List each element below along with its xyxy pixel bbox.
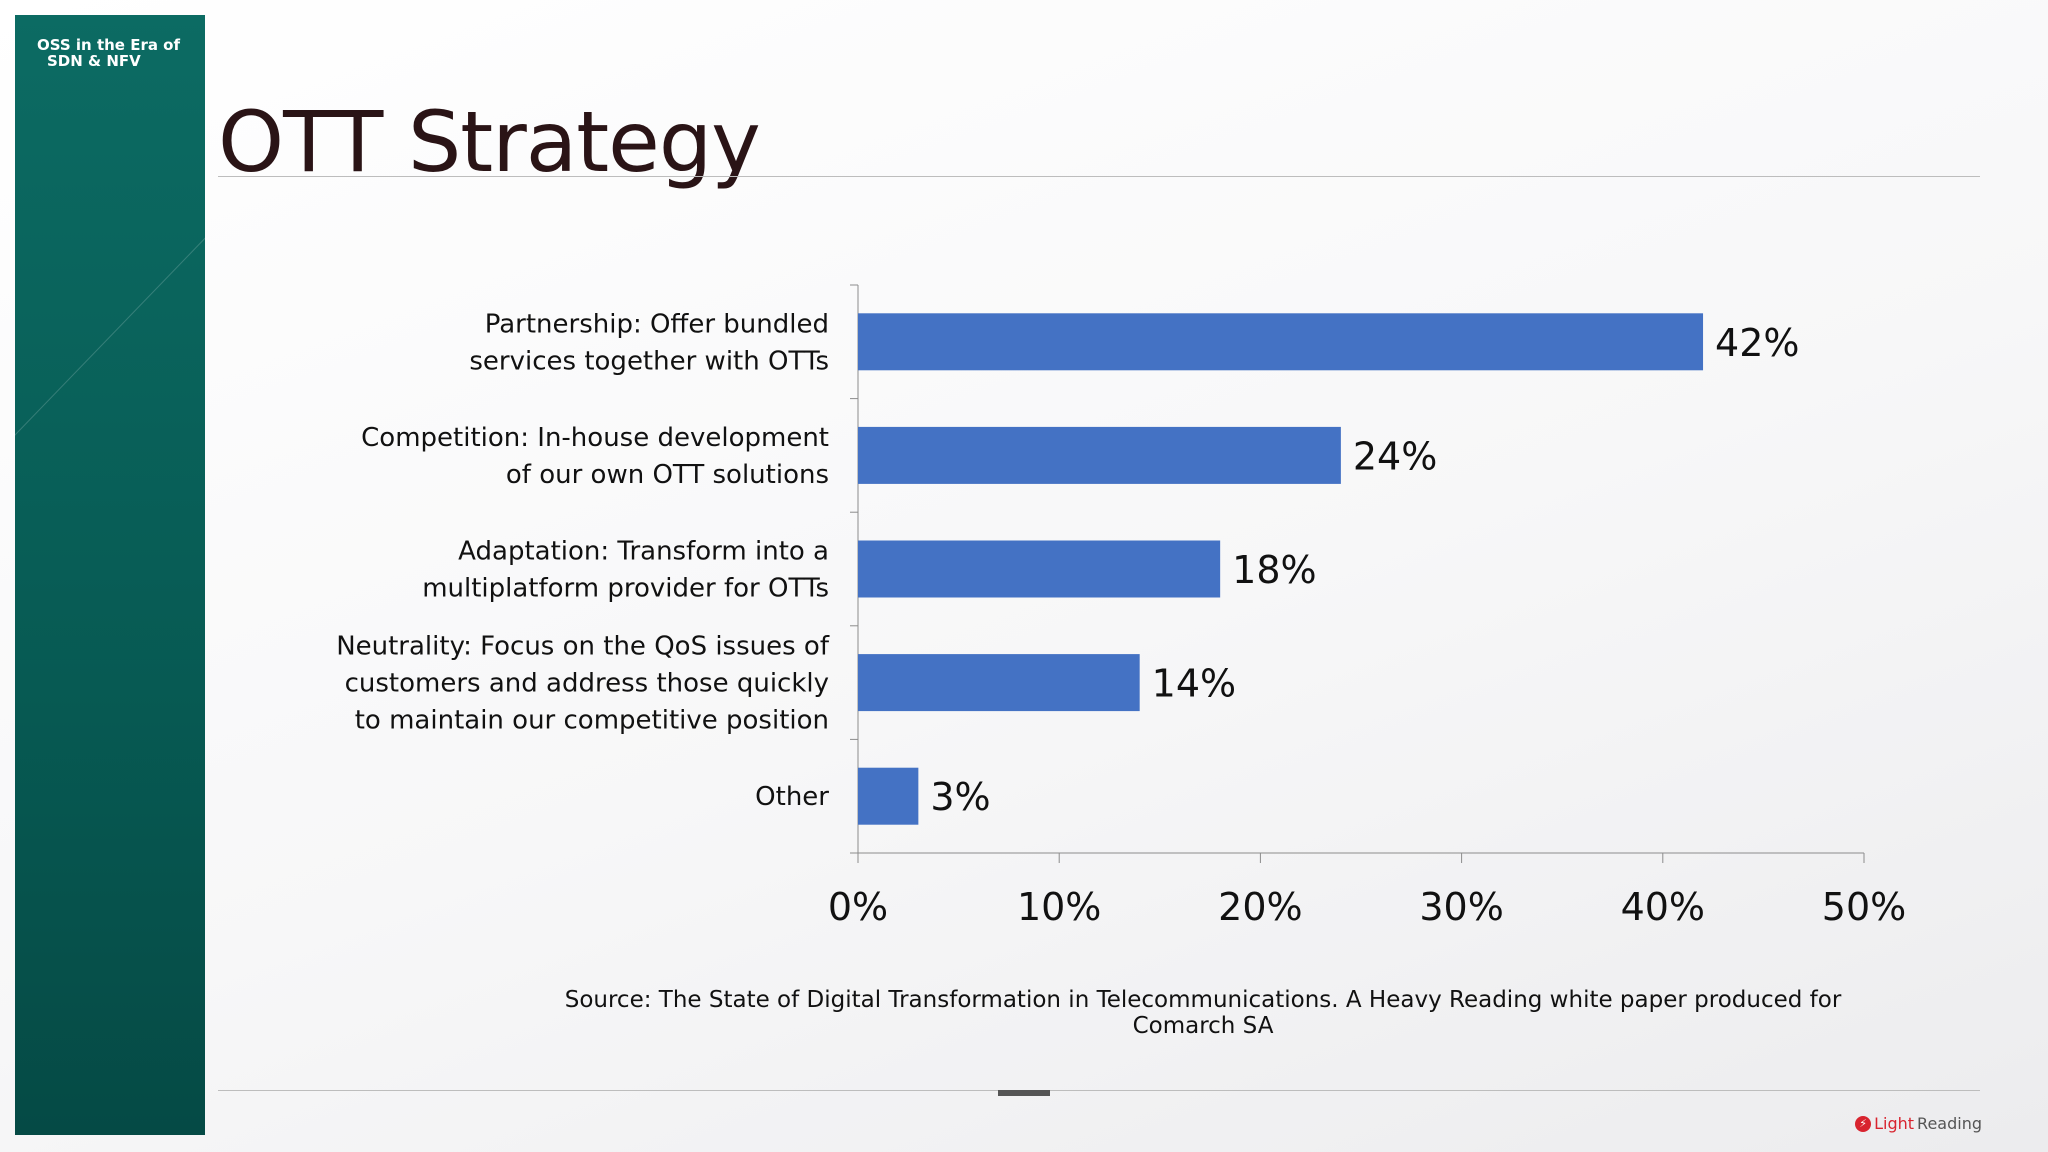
footer-tab-marker — [998, 1090, 1050, 1096]
bar — [858, 426, 1341, 484]
category-label: Partnership: Offer bundled — [485, 309, 829, 339]
data-label: 42% — [1715, 321, 1799, 365]
sidebar-title-line1: OSS in the Era of — [37, 36, 181, 54]
category-label: Adaptation: Transform into a — [458, 537, 829, 567]
category-label: Other — [755, 782, 829, 812]
category-label: multiplatform provider for OTTs — [422, 574, 829, 604]
sidebar-title: OSS in the Era of SDN & NFV — [37, 37, 197, 69]
x-tick-label: 30% — [1419, 885, 1503, 929]
category-label: to maintain our competitive position — [355, 706, 829, 736]
title-divider — [218, 176, 1980, 177]
x-tick-label: 50% — [1822, 885, 1906, 929]
x-tick-label: 10% — [1017, 885, 1101, 929]
sidebar-panel: OSS in the Era of SDN & NFV — [15, 15, 205, 1135]
category-label: of our own OTT solutions — [506, 460, 829, 490]
bar — [858, 313, 1704, 371]
data-label: 24% — [1353, 434, 1437, 478]
brand-reading-text: Reading — [1917, 1114, 1982, 1133]
page-title: OTT Strategy — [218, 93, 761, 191]
bar — [858, 767, 919, 825]
data-label: 18% — [1232, 548, 1316, 592]
x-tick-label: 20% — [1218, 885, 1302, 929]
category-label: customers and address those quickly — [345, 669, 829, 699]
x-tick-label: 0% — [828, 885, 888, 929]
data-label: 3% — [930, 775, 990, 819]
category-label: Competition: In-house development — [361, 423, 829, 453]
source-note: Source: The State of Digital Transformat… — [564, 987, 1842, 1039]
bar — [858, 540, 1221, 598]
category-label: services together with OTTs — [469, 346, 829, 376]
category-label: Neutrality: Focus on the QoS issues of — [336, 632, 830, 662]
brand-logo: ⚡ Light Reading — [1855, 1114, 1982, 1133]
x-tick-label: 40% — [1621, 885, 1705, 929]
brand-light-text: Light — [1874, 1114, 1915, 1133]
bar — [858, 654, 1140, 712]
sidebar-title-line2: SDN & NFV — [47, 52, 141, 70]
lightning-icon: ⚡ — [1855, 1115, 1872, 1132]
footer-divider — [218, 1090, 1980, 1091]
data-label: 14% — [1152, 662, 1236, 706]
